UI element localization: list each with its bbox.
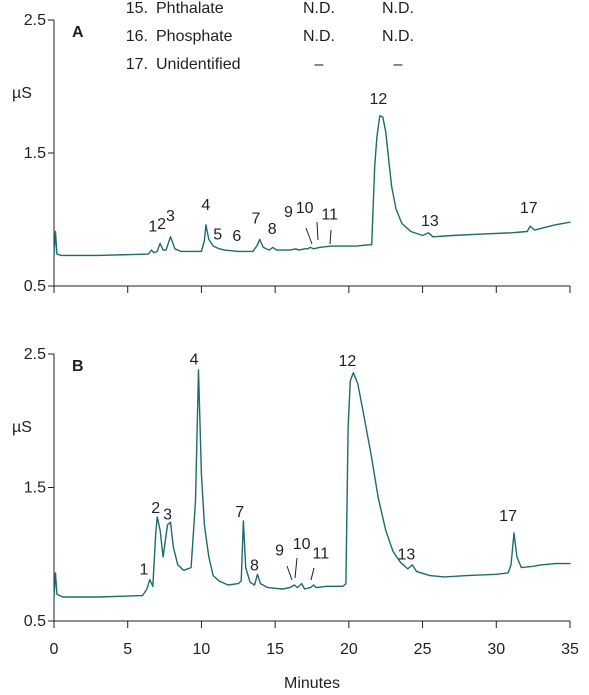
- legend-row-value-a: N.D.: [303, 0, 335, 17]
- x-tick-label: 35: [561, 641, 579, 658]
- legend-row-value-b: –: [394, 56, 403, 73]
- legend-row: 15. Phthalate N.D. N.D.: [126, 0, 414, 17]
- peak-leader-line: [310, 567, 315, 581]
- y-tick-label: 0.5: [24, 278, 46, 295]
- peak-label: 3: [163, 507, 172, 524]
- peak-label: 13: [421, 213, 439, 230]
- x-tick-label: 30: [487, 641, 505, 658]
- chromatogram-trace: [53, 369, 571, 598]
- peak-label: 6: [232, 228, 241, 245]
- legend-row-value-a: N.D.: [303, 28, 335, 45]
- peak-label: 4: [201, 197, 210, 214]
- peak-label: 2: [151, 500, 160, 517]
- peak-label: 8: [250, 557, 259, 574]
- peak-label: 1: [148, 218, 157, 235]
- peak-label: 7: [235, 504, 244, 521]
- legend-row: 16. Phosphate N.D. N.D.: [126, 28, 414, 45]
- peak-label: 17: [499, 508, 517, 525]
- legend-row-name: Phosphate: [156, 28, 233, 45]
- peak-label: 12: [369, 91, 387, 108]
- x-tick-label: 25: [414, 641, 432, 658]
- legend-row-number: 15.: [126, 0, 148, 17]
- peak-label: 4: [190, 352, 199, 369]
- panel-label: B: [72, 358, 84, 375]
- peak-label: 1: [139, 561, 148, 578]
- x-tick-label: 20: [340, 641, 358, 658]
- legend-row-name: Unidentified: [156, 56, 241, 73]
- panel-label: A: [72, 24, 84, 41]
- y-axis-label: µS: [12, 419, 32, 436]
- peak-leader-line: [316, 221, 319, 241]
- y-tick-label: 0.5: [24, 613, 46, 630]
- peak-leader-line: [286, 565, 293, 581]
- legend-row-number: 16.: [126, 28, 148, 45]
- y-tick-label: 1.5: [24, 480, 46, 497]
- peak-label: 11: [321, 207, 338, 224]
- peak-label: 17: [520, 200, 538, 217]
- peak-label: 9: [284, 204, 293, 221]
- legend-row-name: Phthalate: [156, 0, 224, 17]
- peak-label: 5: [213, 226, 222, 243]
- peak-label: 2: [157, 216, 166, 233]
- legend-row-value-b: N.D.: [382, 0, 414, 17]
- compound-legend: 15. Phthalate N.D. N.D. 16. Phosphate N.…: [126, 0, 414, 73]
- peak-label: 9: [275, 543, 284, 560]
- x-tick-label: 5: [123, 641, 132, 658]
- peak-leader-lines: [286, 221, 332, 581]
- legend-row-value-a: –: [315, 56, 324, 73]
- x-axis-label: Minutes: [284, 675, 340, 690]
- peak-label: 10: [293, 536, 311, 553]
- peak-leader-line: [294, 557, 298, 579]
- peak-leader-line: [305, 227, 313, 245]
- x-tick-label: 10: [193, 641, 211, 658]
- peak-label: 11: [313, 545, 330, 562]
- legend-row-value-b: N.D.: [382, 28, 414, 45]
- y-axis-label: µS: [12, 85, 32, 102]
- legend-row-number: 17.: [126, 56, 148, 73]
- peak-label: 7: [252, 210, 261, 227]
- legend-row: 17. Unidentified – –: [126, 56, 403, 73]
- peak-label: 13: [397, 547, 415, 564]
- y-tick-label: 2.5: [24, 346, 46, 363]
- peak-leader-line: [329, 229, 332, 245]
- chromatogram-trace: [53, 115, 571, 257]
- peak-label: 10: [296, 200, 314, 217]
- peak-label: 8: [268, 221, 277, 238]
- y-tick-label: 1.5: [24, 145, 46, 162]
- peak-label: 3: [166, 208, 175, 225]
- peak-label: 12: [338, 353, 356, 370]
- x-tick-label: 0: [50, 641, 59, 658]
- y-tick-label: 2.5: [24, 12, 46, 29]
- x-tick-label: 15: [266, 641, 284, 658]
